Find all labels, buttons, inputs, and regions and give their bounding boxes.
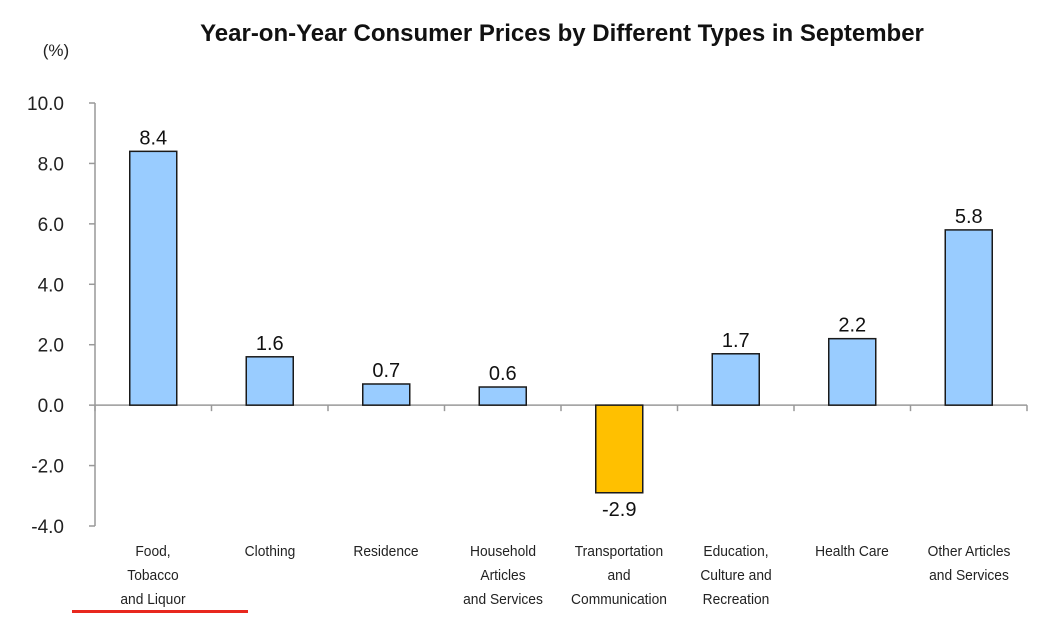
bar xyxy=(711,353,760,406)
y-axis-unit-label: (%) xyxy=(43,41,69,60)
x-category-label: Education, Culture and Recreation xyxy=(700,543,772,608)
x-category-label: Other Articles and Services xyxy=(927,543,1011,584)
y-tick-label: 4.0 xyxy=(38,275,64,296)
x-category-label: Transportation and Communication xyxy=(571,543,668,608)
y-tick-label: 0.0 xyxy=(38,396,64,417)
y-tick-label: 6.0 xyxy=(38,215,64,236)
data-label: 2.2 xyxy=(838,315,866,337)
data-labels: 8.4 1.6 0.7 0.6 -2.9 1.7 2.2 5.8 xyxy=(139,127,982,520)
chart-title: Year-on-Year Consumer Prices by Differen… xyxy=(200,20,924,47)
axes xyxy=(89,102,1028,527)
y-tick-label: -4.0 xyxy=(31,517,64,538)
bar xyxy=(362,383,411,406)
x-category-label: Clothing xyxy=(244,543,296,560)
x-category-label: Residence xyxy=(353,543,419,560)
data-label: 5.8 xyxy=(955,206,983,228)
red-underline-mark xyxy=(72,610,248,613)
bar xyxy=(944,229,993,406)
bar xyxy=(129,150,178,406)
bar xyxy=(245,356,294,406)
y-tick-label: 2.0 xyxy=(38,336,64,357)
bars xyxy=(129,150,993,494)
x-category-label: Household Articles and Services xyxy=(462,543,543,608)
data-label: 0.6 xyxy=(489,363,517,385)
data-label: 8.4 xyxy=(139,127,167,149)
bar xyxy=(595,404,644,494)
bar xyxy=(828,337,877,406)
data-label: 1.7 xyxy=(722,330,750,352)
x-category-label: Food, Tobacco and Liquor xyxy=(120,543,186,608)
data-label: -2.9 xyxy=(602,499,636,521)
y-axis-ticks: 10.0 8.0 6.0 4.0 2.0 0.0 -2.0 -4.0 xyxy=(27,94,64,538)
y-tick-label: -2.0 xyxy=(31,457,64,478)
x-category-label: Health Care xyxy=(815,543,890,560)
y-tick-label: 10.0 xyxy=(27,94,64,115)
y-tick-label: 8.0 xyxy=(38,154,64,175)
data-label: 1.6 xyxy=(256,333,284,355)
data-label: 0.7 xyxy=(372,360,400,382)
bar xyxy=(478,386,527,406)
